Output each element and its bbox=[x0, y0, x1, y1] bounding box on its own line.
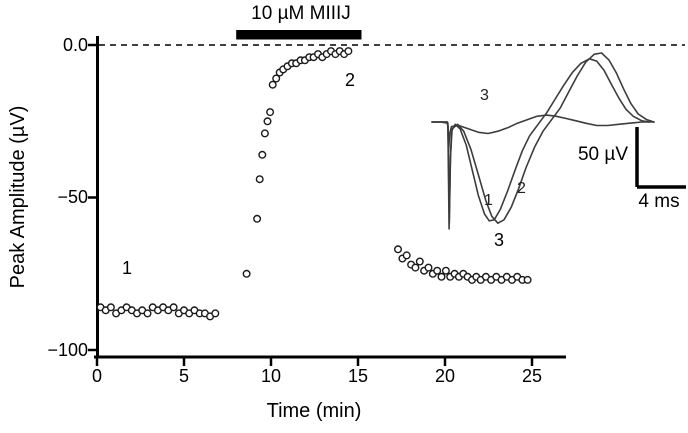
data-point-washout-phase-3 bbox=[437, 272, 446, 281]
y-tick-label-100: −100 bbox=[47, 340, 88, 360]
data-point-miiij-application-phase-2 bbox=[266, 108, 275, 117]
data-point-washout-phase-3 bbox=[433, 266, 442, 275]
inset-trace-3 bbox=[431, 114, 655, 153]
data-point-washout-phase-3 bbox=[424, 263, 433, 272]
x-tick-label-25: 25 bbox=[521, 366, 543, 386]
inset-trace-label-1: 1 bbox=[484, 192, 493, 209]
x-axis-label: Time (min) bbox=[266, 400, 362, 422]
phase-annotation-2: 2 bbox=[345, 70, 356, 90]
data-point-baseline-phase-1 bbox=[169, 303, 178, 312]
inset-trace-label-2: 2 bbox=[517, 180, 526, 197]
data-point-miiij-application-phase-2 bbox=[242, 269, 251, 278]
inset-time-scale-label: 4 ms bbox=[638, 191, 680, 212]
y-tick-label-0: 0.0 bbox=[62, 35, 88, 55]
x-tick-label-0: 0 bbox=[91, 366, 102, 386]
data-point-miiij-application-phase-2 bbox=[263, 117, 272, 126]
data-point-miiij-application-phase-2 bbox=[344, 47, 353, 56]
data-point-baseline-phase-1 bbox=[106, 303, 115, 312]
data-point-miiij-application-phase-2 bbox=[268, 80, 277, 89]
x-tick-label-20: 20 bbox=[434, 366, 456, 386]
phase-annotation-3: 3 bbox=[494, 230, 505, 250]
data-point-washout-phase-3 bbox=[394, 245, 403, 254]
drug-application-bar bbox=[236, 30, 362, 40]
data-point-washout-phase-3 bbox=[523, 275, 532, 284]
inset-voltage-scale-label: 50 µV bbox=[577, 144, 628, 165]
data-point-baseline-phase-1 bbox=[211, 309, 220, 318]
phase-annotation-1: 1 bbox=[122, 258, 133, 278]
inset-trace-label-3: 3 bbox=[480, 87, 489, 104]
data-point-baseline-phase-1 bbox=[143, 309, 152, 318]
x-tick-label-5: 5 bbox=[178, 366, 189, 386]
inset-trace-2 bbox=[431, 52, 655, 224]
data-point-miiij-application-phase-2 bbox=[260, 129, 269, 138]
data-point-miiij-application-phase-2 bbox=[255, 175, 264, 184]
data-point-miiij-application-phase-2 bbox=[272, 74, 281, 83]
data-point-miiij-application-phase-2 bbox=[253, 214, 262, 223]
y-axis-label: Peak Amplitude (µV) bbox=[7, 105, 29, 289]
data-point-washout-phase-3 bbox=[415, 257, 424, 266]
data-point-miiij-application-phase-2 bbox=[258, 150, 267, 159]
data-point-washout-phase-3 bbox=[411, 263, 420, 272]
drug-treatment-label: 10 µM MIIIJ bbox=[251, 3, 351, 24]
x-tick-label-15: 15 bbox=[347, 366, 369, 386]
x-tick-label-10: 10 bbox=[260, 366, 282, 386]
data-point-washout-phase-3 bbox=[402, 251, 411, 260]
data-point-washout-phase-3 bbox=[441, 266, 450, 275]
y-tick-label-50: −50 bbox=[57, 187, 88, 207]
